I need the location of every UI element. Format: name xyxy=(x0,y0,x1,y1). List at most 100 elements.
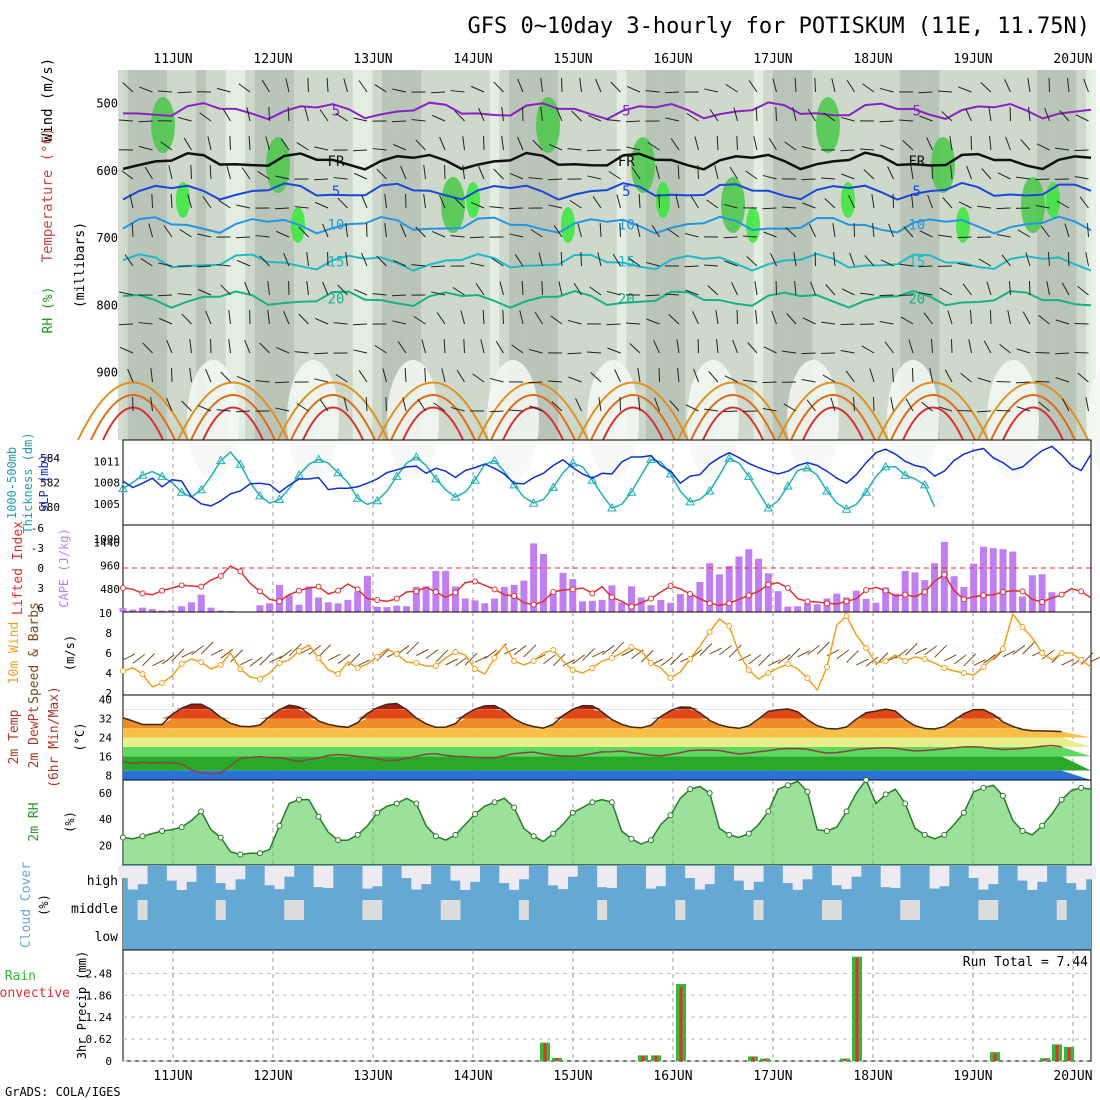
rh-tick: 60 xyxy=(99,787,112,800)
isotherm-label: FR xyxy=(618,154,635,170)
cape-bar xyxy=(412,586,420,612)
surface-wind-barb xyxy=(152,659,165,667)
cape-bar xyxy=(745,549,753,612)
lifted-index-line-point xyxy=(315,583,322,590)
wind-barb xyxy=(966,165,972,180)
wind-barb xyxy=(762,174,777,180)
wind-barb xyxy=(304,107,309,122)
rh-shading-band xyxy=(802,70,813,440)
cloud-high-gap xyxy=(509,866,520,890)
wind-barb xyxy=(801,378,816,383)
wind-barb xyxy=(415,226,426,238)
rh-shading-band xyxy=(753,70,764,440)
wind-barb xyxy=(794,77,797,93)
wind-barb xyxy=(724,260,738,267)
pressure-tick: 700 xyxy=(96,231,118,245)
rh-high-cell xyxy=(816,97,840,153)
wind-barb xyxy=(809,224,816,238)
wind-barb xyxy=(411,119,426,122)
surface-wind-barb xyxy=(171,648,185,662)
wind-barb xyxy=(690,195,699,209)
wind-barb xyxy=(538,252,543,267)
surface-wind-barb xyxy=(660,656,674,667)
wind-barb xyxy=(969,310,972,325)
isotherm-label: 20 xyxy=(908,292,925,308)
wind-barb xyxy=(653,340,660,354)
precip-conv-bar xyxy=(843,1058,847,1061)
date-label-bottom: 20JUN xyxy=(1053,1069,1092,1084)
surface-wind-barb xyxy=(416,649,429,656)
wind-speed-line xyxy=(122,612,1092,692)
wind-barb xyxy=(733,107,738,122)
wind-barb xyxy=(553,225,563,238)
wind-barb xyxy=(1083,78,1089,93)
wind-barb xyxy=(1064,223,1070,238)
surface-wind-barb xyxy=(220,648,234,659)
cape-bar xyxy=(872,602,880,612)
surface-wind-barb xyxy=(768,659,781,667)
wind-barb xyxy=(482,309,485,325)
cloud-high-gap xyxy=(685,866,696,879)
cloud-middle-gap xyxy=(988,900,999,920)
rh-line-point xyxy=(178,824,185,831)
warm-contour xyxy=(290,394,376,441)
thickness-line-point xyxy=(196,484,207,494)
wind-barb xyxy=(1075,114,1089,122)
rh-line-point xyxy=(960,809,967,816)
wind-barb xyxy=(1074,149,1089,152)
wind-barb xyxy=(402,397,407,412)
wind-barb xyxy=(821,177,836,180)
wind-barb xyxy=(684,265,699,268)
rh-shading-band xyxy=(1066,70,1077,440)
wind-barb xyxy=(1035,204,1050,209)
surface-wind-barb xyxy=(435,649,449,663)
dry-cell xyxy=(1087,368,1100,472)
wind-tick: 8 xyxy=(105,627,112,640)
warm-contour xyxy=(277,381,389,441)
wind-barb xyxy=(150,368,153,383)
wind-barb xyxy=(121,170,134,180)
wind-barb xyxy=(1038,314,1050,325)
rh-shading-band xyxy=(323,70,334,440)
wind-barb xyxy=(899,119,914,122)
cape-bar xyxy=(794,606,802,612)
wind-barb xyxy=(470,85,485,93)
rh-line-point xyxy=(139,833,146,840)
lifted-index-line-point xyxy=(413,588,420,595)
wind-barb xyxy=(450,90,465,93)
rh-line-point xyxy=(550,830,557,837)
wind-barb xyxy=(654,397,660,412)
isotherm-line xyxy=(122,151,1092,171)
wind-barb xyxy=(825,284,836,296)
dry-cell xyxy=(287,360,339,480)
isotherm-label: FR xyxy=(908,154,925,170)
surface-wind-barb xyxy=(455,656,468,667)
wind-barb xyxy=(626,322,641,325)
wind-barb xyxy=(517,78,524,93)
wind-barb xyxy=(361,194,368,209)
cloud-high-gap xyxy=(411,866,422,890)
wind-barb xyxy=(692,311,699,325)
cloud-high-gap xyxy=(176,866,187,890)
wind-barb xyxy=(534,311,543,325)
wind-barb xyxy=(595,78,602,93)
cape-bar xyxy=(813,604,821,612)
wind-speed-line-point xyxy=(432,663,439,669)
rh-line-point xyxy=(784,782,791,789)
warm-contour xyxy=(202,406,264,441)
wind-barb xyxy=(939,287,953,296)
lifted-index-line-point xyxy=(726,600,733,607)
thickness-line-point xyxy=(157,471,167,480)
surface-wind-barb xyxy=(611,641,625,655)
wind-barb xyxy=(1015,381,1031,384)
t2m-label: 2m Temp xyxy=(7,709,22,764)
surface-wind-barb xyxy=(288,643,302,657)
thickness-line-point xyxy=(176,487,187,496)
surface-wind-barb xyxy=(963,653,977,667)
wind-barb xyxy=(469,236,485,239)
rh-shading-band xyxy=(1007,70,1018,440)
precip-tick: 1.24 xyxy=(86,1011,113,1024)
cloud-high-gap xyxy=(851,866,862,877)
wind-barb xyxy=(335,113,348,122)
wind-barb xyxy=(540,107,543,122)
